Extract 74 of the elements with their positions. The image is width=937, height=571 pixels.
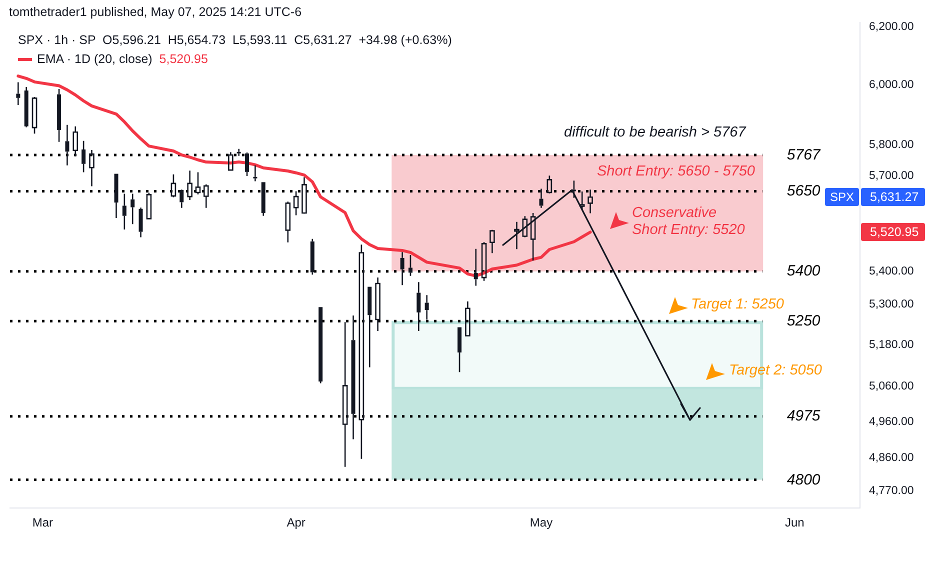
y-tick-label: 4,960.00 <box>869 416 914 428</box>
y-tick-label: 5,060.00 <box>869 380 914 393</box>
candlestick <box>368 286 372 368</box>
candlestick <box>375 276 380 332</box>
y-tick-label: 6,000.00 <box>869 79 914 92</box>
ref-line-label: 5250 <box>786 312 820 330</box>
y-tick-label: 5,300.00 <box>869 298 914 311</box>
y-tick-label: 5,400.00 <box>869 265 914 278</box>
candlestick <box>530 212 536 262</box>
candlestick <box>122 193 126 230</box>
candlestick <box>358 244 364 460</box>
candlestick <box>228 152 234 171</box>
candlestick <box>302 176 307 214</box>
ref-line-label: 5650 <box>786 182 820 200</box>
candlestick <box>57 88 62 142</box>
candlestick <box>416 282 421 332</box>
candlestick <box>285 200 291 244</box>
annotation: SPX · 1h · SP O5,596.21 H5,654.73 L5,593.11 C5,631.27 +34.98 (+0.63%) <box>18 33 452 47</box>
candlestick <box>204 184 209 209</box>
candlestick <box>458 327 462 373</box>
candlestick <box>16 82 20 106</box>
y-tick-label: 5,800.00 <box>869 139 914 152</box>
annotation: SPX <box>825 188 860 206</box>
y-tick-label: 5,180.00 <box>869 339 914 352</box>
x-tick-label: Apr <box>286 516 306 530</box>
candlestick <box>293 190 299 216</box>
annotation: Conservative Short Entry: 5520 <box>632 205 745 239</box>
candlestick <box>24 86 28 128</box>
annotation: difficult to be bearish > 5767 <box>564 124 746 142</box>
candlestick <box>400 251 404 286</box>
candlestick <box>114 174 118 219</box>
candlestick <box>180 190 184 209</box>
text: tomthetrader1 published, May 07, 2025 14:21 UTC-6 <box>9 5 302 19</box>
y-tick-label: 5,700.00 <box>869 170 914 182</box>
candlestick <box>138 206 143 238</box>
annotation: Short Entry: 5650 - 5750 <box>597 164 755 180</box>
candlestick <box>539 188 544 209</box>
candlestick <box>579 190 585 210</box>
ref-line-label: 4975 <box>786 408 820 425</box>
x-tick-label: Jun <box>784 516 804 530</box>
candlestick <box>253 164 258 182</box>
text: 5,520.95 <box>861 223 925 242</box>
candlestick <box>351 314 356 440</box>
annotation: Target 2: 5050 <box>729 362 822 380</box>
ref-line-label: 4800 <box>786 471 820 488</box>
candlestick <box>490 229 495 254</box>
candlestick <box>514 221 520 250</box>
candlestick <box>474 248 478 286</box>
legend-label: EMA · 1D (20, close) <box>37 52 152 66</box>
candlestick <box>170 174 176 198</box>
candlestick <box>82 140 86 173</box>
candlestick <box>342 322 348 468</box>
candlestick <box>195 172 201 196</box>
y-tick-label: 4,860.00 <box>869 452 914 464</box>
candlestick <box>588 189 593 214</box>
y-tick-label: 4,770.00 <box>869 485 914 498</box>
annotation: 5,520.95 <box>159 52 208 66</box>
candlestick <box>408 254 412 277</box>
candlestick <box>72 126 78 157</box>
candlestick <box>465 300 470 336</box>
y-tick-label: 6,200.00 <box>869 21 914 34</box>
ref-line-label: 5767 <box>786 146 820 164</box>
annotation: Target 1: 5250 <box>691 296 784 314</box>
candlestick <box>236 148 241 157</box>
x-tick-label: May <box>530 516 553 530</box>
candlestick <box>130 193 135 225</box>
candlestick <box>187 170 192 201</box>
candlestick <box>261 182 266 216</box>
candlestick <box>424 294 429 320</box>
x-tick-label: Mar <box>32 516 54 530</box>
candlestick <box>89 149 94 187</box>
candlestick <box>65 124 70 166</box>
ref-line-label: 5400 <box>786 262 820 280</box>
text: 5,631.27 <box>861 188 925 206</box>
